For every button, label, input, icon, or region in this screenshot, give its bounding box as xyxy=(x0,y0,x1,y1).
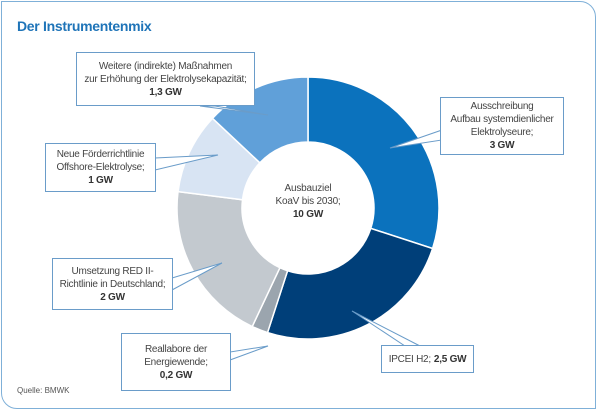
label-line: Reallabore der xyxy=(144,343,208,355)
label-ipcei: IPCEI H2; 2,5 GW xyxy=(381,345,474,373)
label-offshore: Neue Förderrichtlinie Offshore-Elektroly… xyxy=(45,143,156,192)
label-line: Energiewende; xyxy=(144,356,208,368)
label-weitere: Weitere (indirekte) Maßnahmen zur Erhöhu… xyxy=(76,52,255,106)
callout-pointer-1 xyxy=(351,310,421,347)
label-line: Offshore-Elektrolyse; xyxy=(56,162,145,173)
center-label-line1: Ausbauziel xyxy=(284,183,332,194)
label-value: 3 GW xyxy=(489,140,515,151)
label-line: Ausschreibung xyxy=(470,101,534,112)
donut-slice-0 xyxy=(307,76,440,250)
label-value: 0,2 GW xyxy=(159,369,193,381)
callout-pointer-2 xyxy=(229,345,269,361)
label-value: 1,3 GW xyxy=(149,86,182,98)
label-line: Weitere (indirekte) Maßnahmen xyxy=(98,60,233,72)
label-ausschreibung: Ausschreibung Aufbau systemdienlicher El… xyxy=(440,97,564,155)
callout-pointer-5 xyxy=(199,105,269,116)
label-line: Umsetzung RED II- xyxy=(71,265,154,277)
label-red-ii: Umsetzung RED II- Richtlinie in Deutschl… xyxy=(52,258,173,310)
label-line: Elektrolyseure; xyxy=(470,127,534,138)
source-note: Quelle: BMWK xyxy=(17,386,70,395)
center-label: Ausbauziel KoaV bis 2030; 10 GW xyxy=(248,182,368,221)
label-value: 2,5 GW xyxy=(433,353,467,365)
center-label-line2: KoaV bis 2030; xyxy=(275,196,341,207)
label-reallabore: Reallabore der Energiewende; 0,2 GW xyxy=(121,333,231,391)
label-value: 2 GW xyxy=(100,291,125,303)
donut-slice-1 xyxy=(266,227,434,340)
label-line: IPCEI H2; xyxy=(388,353,431,365)
center-label-value: 10 GW xyxy=(292,209,324,220)
donut-slice-3 xyxy=(176,190,281,328)
label-line: Aufbau systemdienlicher xyxy=(450,114,554,125)
chart-title: Der Instrumentenmix xyxy=(17,18,152,34)
chart-frame xyxy=(1,1,596,409)
label-line: Neue Förderrichtlinie xyxy=(56,149,145,160)
label-line: zur Erhöhung der Elektrolysekapazität; xyxy=(84,73,247,85)
label-line: Richtlinie in Deutschland; xyxy=(59,278,166,290)
label-value: 1 GW xyxy=(88,175,113,186)
